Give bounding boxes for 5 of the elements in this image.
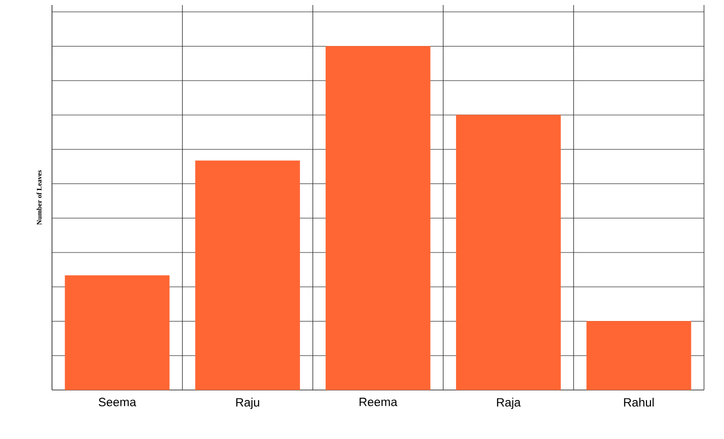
x-tick-label: Seema xyxy=(98,398,136,406)
x-tick-label: Rahul xyxy=(624,398,654,407)
x-tick-label: Raja xyxy=(497,398,521,409)
x-tick-label: Reema xyxy=(360,398,398,406)
x-tick-label: Raju xyxy=(236,398,260,409)
